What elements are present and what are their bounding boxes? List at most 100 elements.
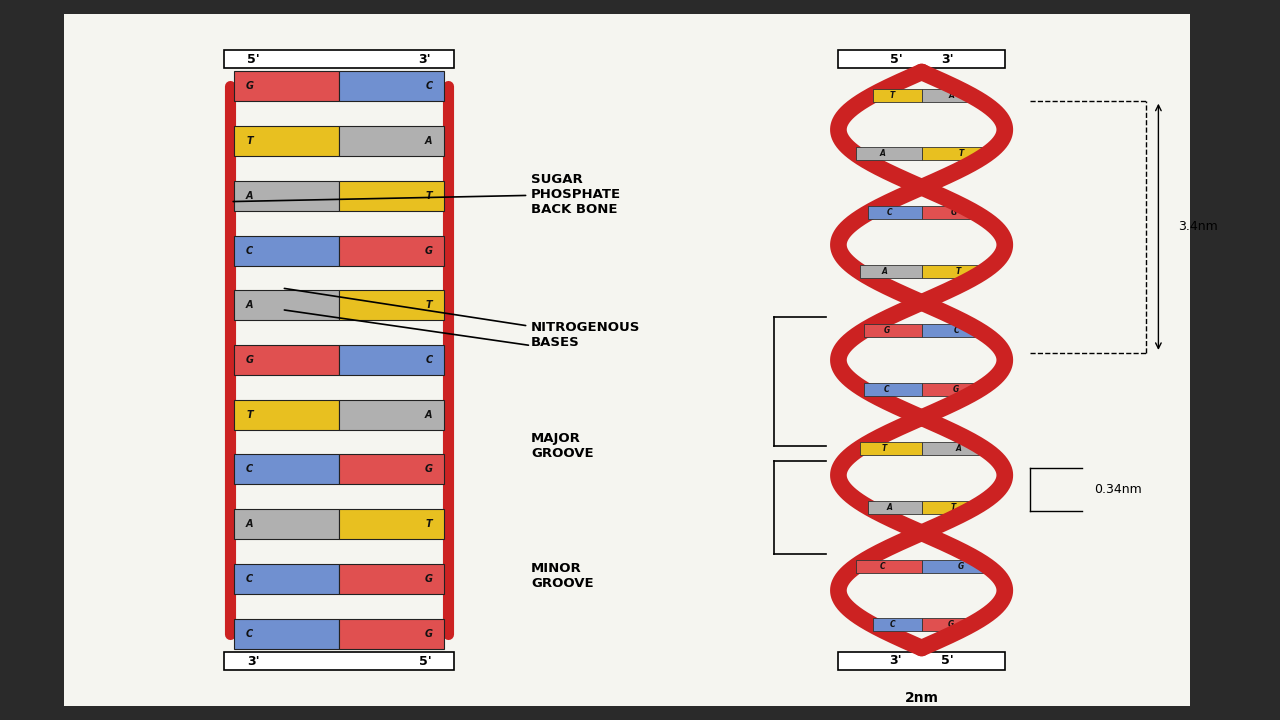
Text: T: T (246, 410, 253, 420)
Text: C: C (887, 208, 892, 217)
Bar (922, 442, 983, 455)
Bar (856, 148, 922, 161)
Text: G: G (425, 464, 433, 474)
Text: MINOR
GROOVE: MINOR GROOVE (531, 562, 594, 590)
Text: A: A (246, 519, 253, 529)
Bar (339, 290, 444, 320)
Text: G: G (957, 562, 964, 570)
Text: C: C (246, 464, 253, 474)
Text: SUGAR
PHOSPHATE
BACK BONE: SUGAR PHOSPHATE BACK BONE (233, 173, 621, 216)
Text: T: T (956, 267, 961, 276)
Bar (860, 442, 922, 455)
Bar (339, 618, 444, 649)
Text: C: C (246, 246, 253, 256)
Text: T: T (246, 136, 253, 146)
Text: 3': 3' (419, 53, 431, 66)
Text: G: G (947, 621, 954, 629)
Text: 5': 5' (941, 654, 954, 667)
Text: C: C (425, 355, 433, 365)
Text: G: G (246, 355, 253, 365)
Bar (234, 290, 339, 320)
Bar (234, 126, 339, 156)
Text: MAJOR
GROOVE: MAJOR GROOVE (531, 433, 594, 460)
Text: 5': 5' (890, 53, 902, 66)
Bar (922, 500, 975, 513)
Text: G: G (425, 246, 433, 256)
Text: 2nm: 2nm (905, 691, 938, 705)
Bar (234, 71, 339, 102)
Text: T: T (959, 150, 964, 158)
Bar (234, 235, 339, 266)
Bar (234, 454, 339, 485)
Bar (339, 454, 444, 485)
Bar (339, 509, 444, 539)
Bar (873, 89, 922, 102)
Bar (339, 235, 444, 266)
Bar (922, 324, 979, 337)
Text: G: G (246, 81, 253, 91)
Bar (922, 383, 979, 396)
Bar (922, 148, 987, 161)
Text: G: G (954, 385, 960, 394)
Text: T: T (882, 444, 887, 453)
Text: 3': 3' (247, 655, 260, 668)
Text: 3.4nm: 3.4nm (1178, 220, 1217, 233)
Text: T: T (425, 519, 433, 529)
Bar (873, 618, 922, 631)
Bar (856, 559, 922, 572)
Text: C: C (884, 385, 890, 394)
Bar (234, 181, 339, 211)
Text: NITROGENOUS
BASES: NITROGENOUS BASES (284, 289, 640, 348)
Text: A: A (887, 503, 892, 512)
Text: G: G (883, 326, 890, 335)
Text: T: T (890, 91, 895, 99)
Bar (224, 50, 454, 68)
Text: T: T (425, 191, 433, 201)
Bar (922, 207, 975, 220)
Text: T: T (425, 300, 433, 310)
Bar (339, 400, 444, 430)
Bar (339, 71, 444, 102)
Text: C: C (954, 326, 959, 335)
Text: A: A (882, 267, 887, 276)
Text: A: A (246, 191, 253, 201)
Text: 5': 5' (247, 53, 260, 66)
Text: C: C (246, 629, 253, 639)
Bar (864, 383, 922, 396)
Bar (224, 652, 454, 670)
Text: G: G (425, 574, 433, 584)
Bar (234, 618, 339, 649)
Bar (864, 324, 922, 337)
Text: C: C (246, 574, 253, 584)
Text: T: T (951, 503, 956, 512)
Text: 0.34nm: 0.34nm (1094, 483, 1142, 496)
Bar (234, 564, 339, 594)
Text: 3': 3' (890, 654, 902, 667)
Bar (922, 618, 970, 631)
Text: A: A (425, 410, 433, 420)
Bar (868, 207, 922, 220)
Text: G: G (951, 208, 957, 217)
Bar (922, 559, 987, 572)
Text: A: A (246, 300, 253, 310)
Text: A: A (425, 136, 433, 146)
Text: A: A (879, 150, 886, 158)
Bar (339, 345, 444, 375)
Text: 3': 3' (941, 53, 954, 66)
Text: A: A (956, 444, 961, 453)
Bar (838, 50, 1005, 68)
Bar (339, 126, 444, 156)
Bar (64, 14, 1190, 706)
Bar (234, 345, 339, 375)
Bar (339, 564, 444, 594)
Text: C: C (890, 621, 895, 629)
Text: 5': 5' (419, 655, 431, 668)
Bar (860, 265, 922, 278)
Bar (922, 89, 970, 102)
Bar (339, 181, 444, 211)
Bar (234, 509, 339, 539)
Text: C: C (425, 81, 433, 91)
Text: G: G (425, 629, 433, 639)
Bar (234, 400, 339, 430)
Bar (868, 500, 922, 513)
